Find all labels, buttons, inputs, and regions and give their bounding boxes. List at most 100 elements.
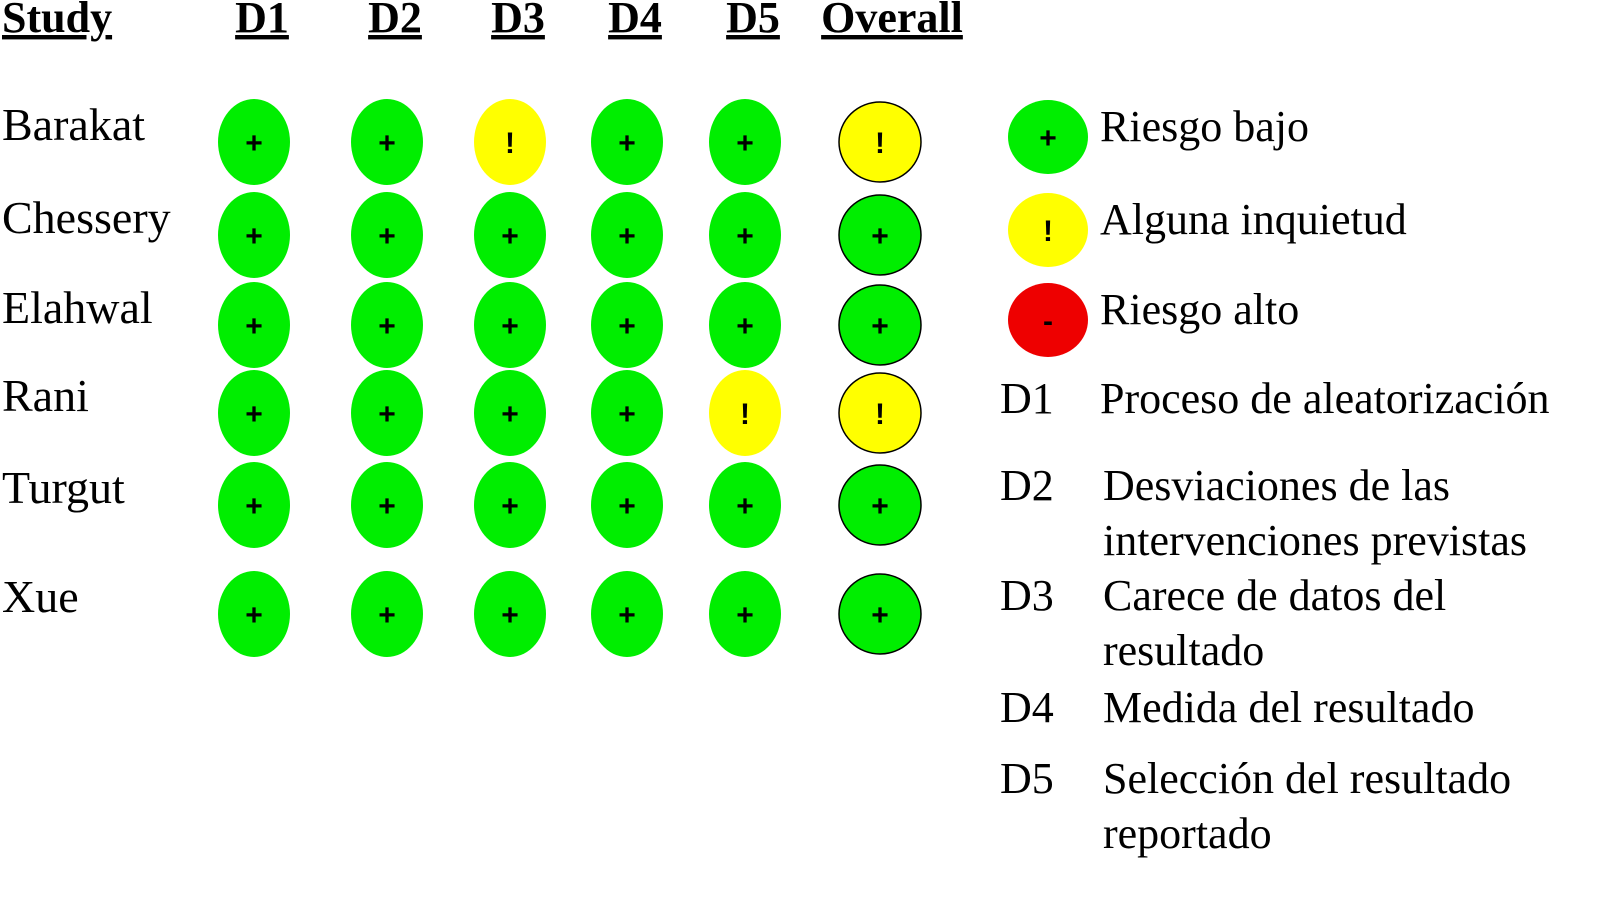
column-header-d3: D3 [491,0,545,42]
study-label: Elahwal [2,282,153,333]
judgement-symbol: + [501,310,519,343]
column-header-d5: D5 [726,0,780,42]
judgement-symbol: + [871,490,889,523]
domain-code: D5 [1000,754,1054,803]
judgement-dot [591,192,663,278]
column-header-overall: Overall [821,0,963,42]
study-label: Barakat [2,99,145,150]
study-label: Turgut [2,462,125,513]
judgement-dot [709,192,781,278]
legend-symbol: - [1043,305,1053,338]
judgement-symbol: + [245,599,263,632]
judgement-symbol: + [871,599,889,632]
judgement-dot [474,282,546,368]
judgement-dot [709,370,781,456]
judgement-symbol: ! [875,127,885,160]
judgement-dot [838,284,922,366]
judgement-dot [218,282,290,368]
judgement-dot [351,462,423,548]
judgement-symbol: + [736,490,754,523]
domain-description: Carece de datos del [1103,571,1446,620]
judgement-dot [709,571,781,657]
judgement-symbol: + [245,490,263,523]
judgement-dot [709,462,781,548]
domain-code: D2 [1000,461,1054,510]
domain-description: Desviaciones de las [1103,461,1450,510]
domain-description: reportado [1103,809,1272,858]
judgement-symbol: ! [875,398,885,431]
judgement-symbol: + [378,127,396,160]
judgement-symbol: + [618,398,636,431]
judgement-dot [838,194,922,276]
judgement-symbol: + [618,599,636,632]
judgement-dot [218,99,290,185]
legend-label: Alguna inquietud [1100,195,1407,244]
legend-label: Riesgo alto [1100,285,1299,334]
judgement-dot [591,571,663,657]
judgement-symbol: + [736,127,754,160]
judgement-dot [218,192,290,278]
judgement-dot [838,372,922,454]
judgement-dot [351,192,423,278]
judgement-symbol: + [245,310,263,343]
domain-description: Medida del resultado [1103,683,1474,732]
judgement-symbol: + [501,220,519,253]
judgement-symbol: + [378,490,396,523]
judgement-symbol: + [501,398,519,431]
judgement-dot [709,99,781,185]
judgement-dot [591,282,663,368]
judgement-dot [351,370,423,456]
judgement-dot [218,462,290,548]
study-label: Rani [2,370,89,421]
judgement-dot [474,99,546,185]
judgement-symbol: + [618,310,636,343]
legend-label: Riesgo bajo [1100,102,1309,151]
domain-code: D3 [1000,571,1054,620]
legend-symbol: + [1039,122,1057,155]
judgement-symbol: + [501,490,519,523]
judgement-symbol: + [736,599,754,632]
domain-code: D1 [1000,374,1054,423]
domain-description: Proceso de aleatorización [1100,374,1550,423]
study-label: Xue [2,571,79,622]
judgement-symbol: + [378,220,396,253]
judgement-dot [218,370,290,456]
judgement-dot [351,571,423,657]
judgement-dot [474,370,546,456]
judgement-dot [838,101,922,183]
column-header-d4: D4 [608,0,662,42]
judgement-symbol: + [245,220,263,253]
judgement-dot [351,99,423,185]
legend-dot [1008,100,1088,174]
judgement-symbol: + [378,310,396,343]
judgement-symbol: + [618,220,636,253]
legend-symbol: ! [1043,215,1053,248]
judgement-symbol: + [245,398,263,431]
judgement-dot [838,464,922,546]
judgement-symbol: + [378,599,396,632]
domain-description: resultado [1103,626,1264,675]
judgement-dot [709,282,781,368]
study-label: Chessery [2,192,171,243]
legend-dot [1008,283,1088,357]
judgement-symbol: + [501,599,519,632]
judgement-dot [474,571,546,657]
judgement-symbol: + [871,310,889,343]
judgement-dot [591,370,663,456]
judgement-symbol: + [618,490,636,523]
judgement-symbol: + [736,310,754,343]
judgement-symbol: + [618,127,636,160]
judgement-symbol: ! [740,398,750,431]
judgement-dot [474,462,546,548]
judgement-dot [351,282,423,368]
judgement-symbol: + [736,220,754,253]
judgement-dot [591,462,663,548]
judgement-dot [591,99,663,185]
judgement-dot [838,573,922,655]
judgement-symbol: + [871,220,889,253]
column-header-d2: D2 [368,0,422,42]
column-header-study: Study [2,0,112,42]
judgement-dot [474,192,546,278]
judgement-dot [218,571,290,657]
